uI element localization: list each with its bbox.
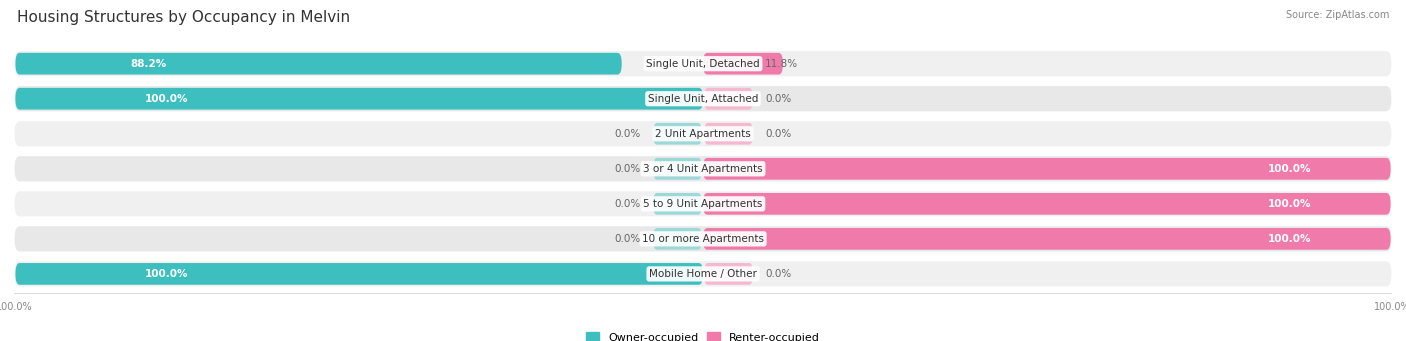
FancyBboxPatch shape [14, 121, 1392, 146]
FancyBboxPatch shape [654, 193, 702, 215]
Text: 0.0%: 0.0% [614, 164, 641, 174]
FancyBboxPatch shape [704, 263, 752, 285]
FancyBboxPatch shape [15, 263, 703, 285]
FancyBboxPatch shape [14, 51, 1392, 76]
Text: 5 to 9 Unit Apartments: 5 to 9 Unit Apartments [644, 199, 762, 209]
Text: 0.0%: 0.0% [614, 234, 641, 244]
Text: Housing Structures by Occupancy in Melvin: Housing Structures by Occupancy in Melvi… [17, 10, 350, 25]
FancyBboxPatch shape [654, 158, 702, 180]
FancyBboxPatch shape [15, 53, 621, 75]
Text: 10 or more Apartments: 10 or more Apartments [643, 234, 763, 244]
Text: 100.0%: 100.0% [1268, 234, 1312, 244]
Text: 0.0%: 0.0% [765, 269, 792, 279]
FancyBboxPatch shape [704, 123, 752, 145]
Text: 0.0%: 0.0% [614, 199, 641, 209]
FancyBboxPatch shape [654, 123, 702, 145]
FancyBboxPatch shape [15, 88, 703, 109]
Text: 3 or 4 Unit Apartments: 3 or 4 Unit Apartments [643, 164, 763, 174]
FancyBboxPatch shape [654, 228, 702, 250]
Text: 2 Unit Apartments: 2 Unit Apartments [655, 129, 751, 139]
FancyBboxPatch shape [704, 88, 752, 109]
Legend: Owner-occupied, Renter-occupied: Owner-occupied, Renter-occupied [581, 328, 825, 341]
FancyBboxPatch shape [14, 191, 1392, 217]
Text: 100.0%: 100.0% [1268, 199, 1312, 209]
Text: 100.0%: 100.0% [1268, 164, 1312, 174]
Text: 100.0%: 100.0% [145, 94, 188, 104]
FancyBboxPatch shape [14, 156, 1392, 181]
FancyBboxPatch shape [14, 226, 1392, 251]
FancyBboxPatch shape [703, 158, 1391, 180]
Text: Mobile Home / Other: Mobile Home / Other [650, 269, 756, 279]
FancyBboxPatch shape [703, 53, 783, 75]
Text: Source: ZipAtlas.com: Source: ZipAtlas.com [1285, 10, 1389, 20]
FancyBboxPatch shape [14, 261, 1392, 286]
Text: 0.0%: 0.0% [614, 129, 641, 139]
Text: Single Unit, Attached: Single Unit, Attached [648, 94, 758, 104]
Text: 88.2%: 88.2% [131, 59, 166, 69]
Text: 100.0%: 100.0% [145, 269, 188, 279]
Text: 0.0%: 0.0% [765, 129, 792, 139]
Text: 11.8%: 11.8% [765, 59, 799, 69]
FancyBboxPatch shape [14, 86, 1392, 112]
Text: Single Unit, Detached: Single Unit, Detached [647, 59, 759, 69]
FancyBboxPatch shape [703, 193, 1391, 215]
Text: 0.0%: 0.0% [765, 94, 792, 104]
FancyBboxPatch shape [703, 228, 1391, 250]
